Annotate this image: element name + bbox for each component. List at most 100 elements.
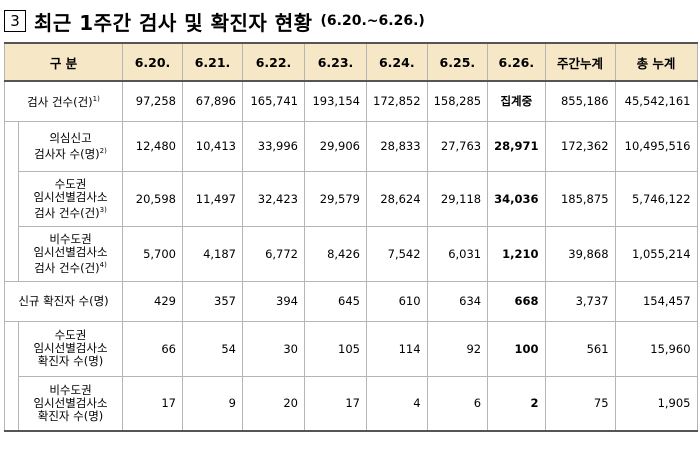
table-cell: 11,497 <box>182 170 243 227</box>
table-row: 비수도권 임시선별검사소 확진자 수(명) 17 9 20 17 4 6 2 75 1,905 <box>4 375 698 432</box>
table-cell: 855,186 <box>544 80 616 122</box>
row-label-line: 확진자 수(명) <box>37 408 104 423</box>
header-date: 6.25. <box>426 42 489 82</box>
row-label: 의심신고 검사자 수(명)2) <box>18 120 123 172</box>
table-cell: 28,833 <box>366 120 428 172</box>
table-cell: 193,154 <box>304 80 367 122</box>
statistics-table: 구 분 6.20. 6.21. 6.22. 6.23. 6.24. 6.25. … <box>4 42 698 432</box>
row-label-line: 임시선별검사소 <box>33 395 108 410</box>
header-date: 6.21. <box>182 42 243 82</box>
table-cell: 10,413 <box>182 120 243 172</box>
table-cell: 357 <box>182 280 243 322</box>
table-cell: 27,763 <box>426 120 489 172</box>
table-cell: 3,737 <box>544 280 616 322</box>
row-label-line: 신규 확진자 수(명) <box>18 293 109 308</box>
table-cell: 185,875 <box>544 170 616 227</box>
table-cell: 30 <box>242 320 305 377</box>
indent-spacer <box>4 171 19 226</box>
row-label-line: 의심신고 <box>49 130 92 145</box>
row-label-line: 검사 건수(건) <box>34 260 100 275</box>
header-date: 6.23. <box>304 42 367 82</box>
table-cell: 154,457 <box>614 280 698 322</box>
header-weekly-total: 주간누계 <box>544 42 616 82</box>
table-cell: 28,971 <box>487 120 546 172</box>
header-category: 구 분 <box>4 42 123 82</box>
header-date: 6.20. <box>122 42 183 82</box>
table-cell: 20 <box>242 375 305 432</box>
indent-spacer <box>4 321 19 376</box>
row-label: 신규 확진자 수(명) <box>4 280 123 322</box>
table-row: 수도권 임시선별검사소 확진자 수(명) 66 54 30 105 114 92 100 561 15… <box>4 320 698 377</box>
table-cell: 4 <box>366 375 428 432</box>
table-row: 의심신고 검사자 수(명)2) 12,480 10,413 33,996 29,906 28… <box>4 120 698 172</box>
section-title: 3 최근 1주간 검사 및 확진자 현황 (6.20.~6.26.) <box>4 4 425 38</box>
table-cell: 집계중 <box>487 80 546 122</box>
table-cell: 34,036 <box>487 170 546 227</box>
table-cell: 5,700 <box>122 225 183 282</box>
table-cell: 12,480 <box>122 120 183 172</box>
row-label-line: 임시선별검사소 <box>33 244 108 259</box>
table-cell: 561 <box>544 320 616 377</box>
table-cell: 4,187 <box>182 225 243 282</box>
footnote-marker: 2) <box>99 146 107 155</box>
table-cell: 7,542 <box>366 225 428 282</box>
footnote-marker: 4) <box>99 260 107 269</box>
table-cell: 100 <box>487 320 546 377</box>
table-cell: 28,624 <box>366 170 428 227</box>
table-cell: 67,896 <box>182 80 243 122</box>
table-cell: 6,031 <box>426 225 489 282</box>
header-date: 6.24. <box>366 42 428 82</box>
table-cell: 92 <box>426 320 489 377</box>
table-cell: 165,741 <box>242 80 305 122</box>
row-label-line: 비수도권 <box>49 382 92 397</box>
table-cell: 75 <box>544 375 616 432</box>
table-header: 구 분 6.20. 6.21. 6.22. 6.23. 6.24. 6.25. … <box>4 42 698 82</box>
table-cell: 9 <box>182 375 243 432</box>
table-cell: 2 <box>487 375 546 432</box>
row-label: 검사 건수(건)1) <box>4 80 123 122</box>
table-cell: 394 <box>242 280 305 322</box>
table-cell: 6,772 <box>242 225 305 282</box>
table-cell: 610 <box>366 280 428 322</box>
table-body: 검사 건수(건)1) 97,258 67,896 165,741 193,154 172,… <box>4 80 698 432</box>
row-label-line: 검사자 수(명) <box>34 146 100 161</box>
table-cell: 66 <box>122 320 183 377</box>
row-label-line: 비수도권 <box>49 231 92 246</box>
table-cell: 105 <box>304 320 367 377</box>
section-title-date: (6.20.~6.26.) <box>320 13 425 29</box>
table-cell: 17 <box>122 375 183 432</box>
table-cell: 172,852 <box>366 80 428 122</box>
row-label: 수도권 임시선별검사소 확진자 수(명) <box>18 320 123 377</box>
table-cell: 15,960 <box>614 320 698 377</box>
row-label: 비수도권 임시선별검사소 검사 건수(건)4) <box>18 225 123 282</box>
table-cell: 1,055,214 <box>614 225 698 282</box>
table-row: 수도권 임시선별검사소 검사 건수(건)3) 20,598 11,497 32,423 29… <box>4 170 698 227</box>
table-cell: 20,598 <box>122 170 183 227</box>
table-cell: 97,258 <box>122 80 183 122</box>
table-cell: 10,495,516 <box>614 120 698 172</box>
section-title-text: 최근 1주간 검사 및 확진자 현황 <box>34 10 313 35</box>
table-row: 검사 건수(건)1) 97,258 67,896 165,741 193,154 172,… <box>4 80 698 122</box>
row-label-line: 임시선별검사소 <box>33 341 108 355</box>
row-label-line: 수도권 <box>54 176 87 191</box>
row-label-line: 검사 건수(건) <box>34 205 100 220</box>
table-cell: 6 <box>426 375 489 432</box>
header-date: 6.22. <box>242 42 305 82</box>
table-cell: 114 <box>366 320 428 377</box>
row-label: 비수도권 임시선별검사소 확진자 수(명) <box>18 375 123 432</box>
header-date: 6.26. <box>487 42 546 82</box>
row-label-line: 검사 건수(건) <box>27 95 93 110</box>
table-cell: 29,906 <box>304 120 367 172</box>
row-label: 수도권 임시선별검사소 검사 건수(건)3) <box>18 170 123 227</box>
table-cell: 158,285 <box>426 80 489 122</box>
table-cell: 668 <box>487 280 546 322</box>
table-cell: 5,746,122 <box>614 170 698 227</box>
table-cell: 429 <box>122 280 183 322</box>
table-cell: 8,426 <box>304 225 367 282</box>
table-cell: 32,423 <box>242 170 305 227</box>
table-cell: 33,996 <box>242 120 305 172</box>
row-label-line: 임시선별검사소 <box>33 189 108 204</box>
table-cell: 45,542,161 <box>614 80 698 122</box>
footnote-marker: 3) <box>99 205 107 214</box>
